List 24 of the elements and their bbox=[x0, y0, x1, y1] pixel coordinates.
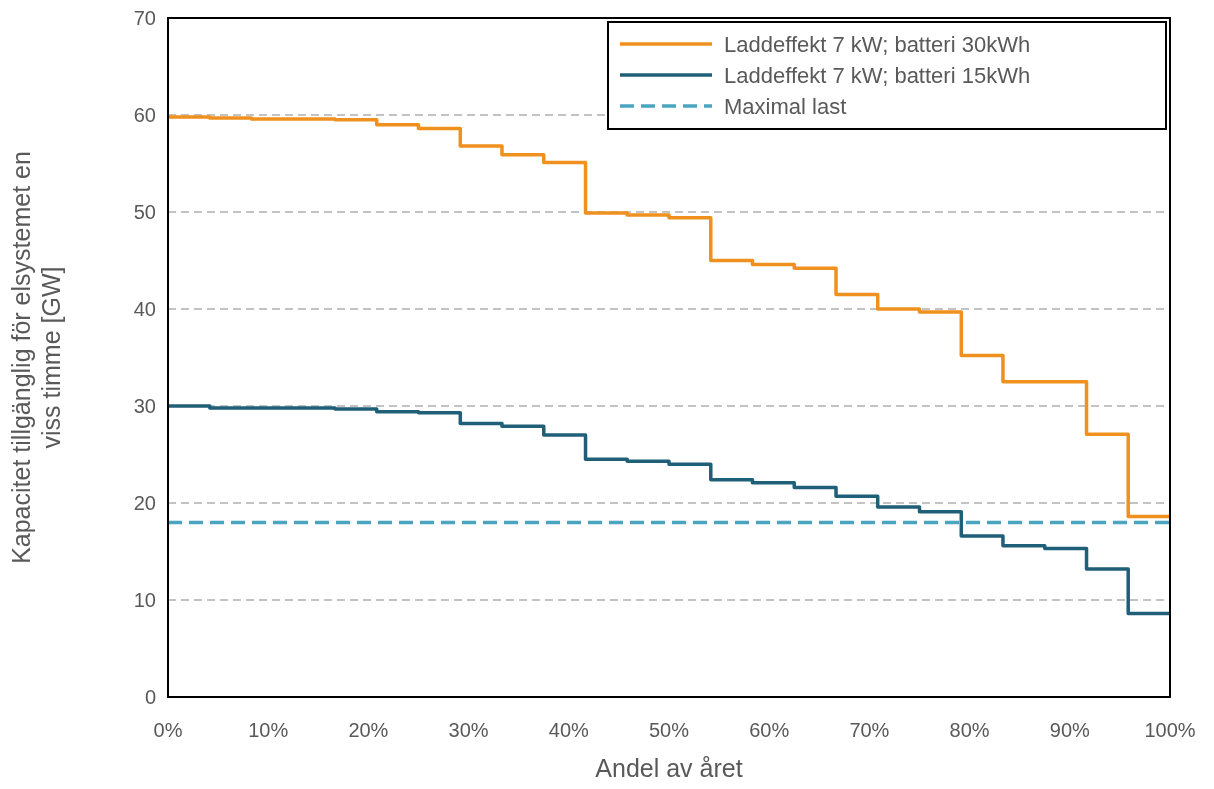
y-tick-label: 70 bbox=[133, 7, 156, 29]
x-tick-label: 60% bbox=[749, 719, 790, 741]
x-tick-label: 90% bbox=[1049, 719, 1091, 741]
legend-label: Maximal last bbox=[724, 93, 847, 119]
x-tick-label: 20% bbox=[348, 719, 389, 741]
y-tick-label: 20 bbox=[133, 492, 156, 514]
y-tick-label: 10 bbox=[133, 589, 156, 611]
y-tick-label: 0 bbox=[144, 686, 156, 708]
x-tick-label: 40% bbox=[548, 719, 590, 741]
x-tick-label: 50% bbox=[648, 719, 690, 741]
legend-label: Laddeffekt 7 kW; batteri 30kWh bbox=[724, 31, 1031, 57]
x-tick-label: 100% bbox=[1144, 719, 1196, 741]
x-tick-label: 80% bbox=[949, 719, 990, 741]
y-axis-title: Kapacitet tillgänglig för elsystemet en viss timme [GW] bbox=[7, 151, 65, 564]
x-tick-label: 30% bbox=[448, 719, 489, 741]
x-tick-label: 10% bbox=[248, 719, 289, 741]
y-tick-label: 30 bbox=[133, 395, 156, 417]
y-tick-label: 60 bbox=[133, 104, 156, 126]
y-tick-label: 50 bbox=[133, 201, 156, 223]
x-axis-title: Andel av året bbox=[595, 754, 743, 782]
x-tick-label: 0% bbox=[153, 719, 183, 741]
x-tick-label: 70% bbox=[849, 719, 890, 741]
legend-label: Laddeffekt 7 kW; batteri 15kWh bbox=[724, 62, 1031, 88]
y-tick-label: 40 bbox=[133, 298, 156, 320]
